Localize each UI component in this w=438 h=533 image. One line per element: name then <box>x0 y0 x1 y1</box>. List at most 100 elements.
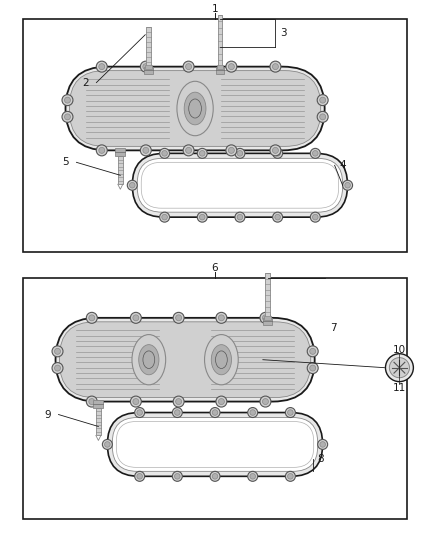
FancyBboxPatch shape <box>112 417 318 471</box>
Circle shape <box>272 63 279 70</box>
Text: 1: 1 <box>212 4 218 14</box>
Circle shape <box>385 354 413 382</box>
Circle shape <box>228 63 234 70</box>
Ellipse shape <box>132 335 166 385</box>
Circle shape <box>197 212 207 222</box>
Circle shape <box>320 97 326 103</box>
Text: 4: 4 <box>339 160 346 171</box>
Circle shape <box>52 346 63 357</box>
Text: 3: 3 <box>280 28 286 38</box>
Circle shape <box>199 214 205 220</box>
Circle shape <box>64 97 71 103</box>
Bar <box>144 67 153 74</box>
Circle shape <box>345 182 350 188</box>
Ellipse shape <box>139 345 159 375</box>
Circle shape <box>183 145 194 156</box>
Bar <box>23 278 407 519</box>
Circle shape <box>172 471 182 481</box>
Circle shape <box>317 111 328 123</box>
Circle shape <box>272 148 283 158</box>
FancyBboxPatch shape <box>56 318 314 401</box>
Circle shape <box>312 214 318 220</box>
Circle shape <box>137 473 142 479</box>
Circle shape <box>262 315 268 321</box>
Circle shape <box>260 312 271 324</box>
Bar <box>265 273 270 318</box>
Circle shape <box>248 408 258 417</box>
Circle shape <box>197 148 207 158</box>
Circle shape <box>176 399 182 405</box>
Circle shape <box>134 471 145 481</box>
Text: 9: 9 <box>44 409 50 419</box>
Circle shape <box>235 148 245 158</box>
Circle shape <box>307 362 318 374</box>
Circle shape <box>134 408 145 417</box>
Circle shape <box>310 148 320 158</box>
Bar <box>216 64 223 69</box>
Circle shape <box>140 61 151 72</box>
Circle shape <box>143 63 149 70</box>
Circle shape <box>62 111 73 123</box>
Ellipse shape <box>184 92 206 125</box>
Circle shape <box>54 349 60 354</box>
Circle shape <box>133 399 139 405</box>
Circle shape <box>307 346 318 357</box>
Circle shape <box>186 148 191 154</box>
Circle shape <box>270 145 281 156</box>
Circle shape <box>317 95 328 106</box>
Circle shape <box>186 63 191 70</box>
Circle shape <box>99 148 105 154</box>
Circle shape <box>235 212 245 222</box>
FancyBboxPatch shape <box>107 413 323 477</box>
Text: 11: 11 <box>393 383 406 393</box>
Circle shape <box>96 61 107 72</box>
Circle shape <box>143 148 149 154</box>
Circle shape <box>226 61 237 72</box>
Circle shape <box>130 182 135 188</box>
Circle shape <box>260 396 271 407</box>
Text: 8: 8 <box>318 455 324 464</box>
Circle shape <box>270 61 281 72</box>
Bar <box>146 27 151 67</box>
FancyBboxPatch shape <box>66 67 325 150</box>
Bar <box>96 408 101 435</box>
Circle shape <box>310 349 316 354</box>
Circle shape <box>89 315 95 321</box>
Circle shape <box>159 212 170 222</box>
Circle shape <box>137 410 142 415</box>
Circle shape <box>96 145 107 156</box>
Bar <box>23 19 407 252</box>
Circle shape <box>288 410 293 415</box>
Ellipse shape <box>143 351 155 368</box>
Circle shape <box>310 212 320 222</box>
Circle shape <box>286 408 295 417</box>
Circle shape <box>162 150 167 156</box>
Circle shape <box>89 399 95 405</box>
Circle shape <box>216 396 227 407</box>
Circle shape <box>212 410 218 415</box>
Circle shape <box>237 214 243 220</box>
Circle shape <box>86 396 97 407</box>
Bar <box>118 156 123 184</box>
Circle shape <box>127 180 137 190</box>
Circle shape <box>226 145 237 156</box>
Circle shape <box>228 148 234 154</box>
Text: 2: 2 <box>82 78 88 87</box>
Circle shape <box>320 442 325 447</box>
Circle shape <box>159 148 170 158</box>
Circle shape <box>173 396 184 407</box>
FancyBboxPatch shape <box>132 154 348 217</box>
Bar <box>115 148 125 156</box>
Circle shape <box>174 410 180 415</box>
Circle shape <box>176 315 182 321</box>
Bar <box>93 400 103 408</box>
Circle shape <box>216 312 227 324</box>
Text: 6: 6 <box>212 263 218 273</box>
Bar <box>218 15 223 67</box>
Circle shape <box>199 150 205 156</box>
Ellipse shape <box>189 99 201 118</box>
Circle shape <box>262 399 268 405</box>
Circle shape <box>99 63 105 70</box>
FancyBboxPatch shape <box>60 322 311 398</box>
Circle shape <box>286 471 295 481</box>
